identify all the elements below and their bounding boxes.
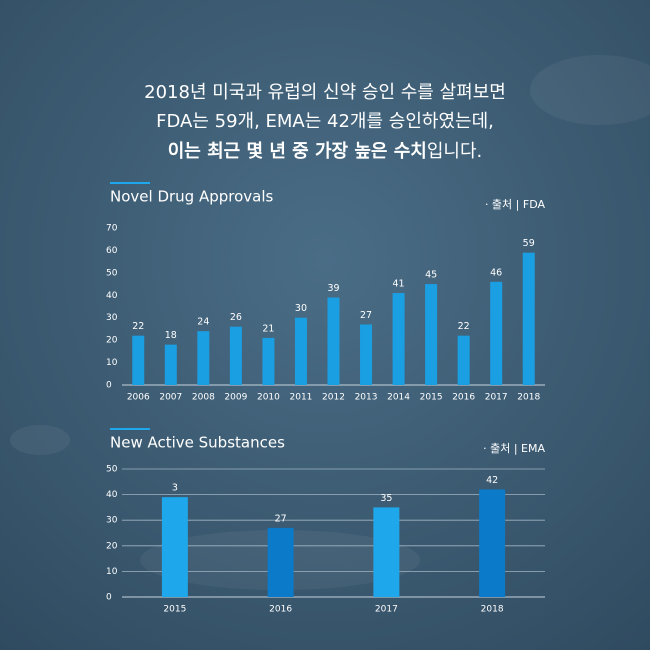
x-tick-label: 2017 xyxy=(485,393,508,403)
bar xyxy=(490,281,503,385)
y-tick-label: 10 xyxy=(106,567,118,577)
x-tick-label: 2009 xyxy=(224,393,247,403)
header-rest: 입니다. xyxy=(427,141,482,162)
value-label: 27 xyxy=(275,513,287,524)
source-label: · 출처 | EMA xyxy=(483,442,545,455)
value-label: 39 xyxy=(327,283,339,294)
decor-pill xyxy=(10,425,70,455)
y-tick-label: 50 xyxy=(106,268,118,278)
bar xyxy=(267,527,294,597)
header-line: FDA는 59개, EMA는 42개를 승인하였는데, xyxy=(156,111,494,132)
bar xyxy=(229,326,242,385)
value-label: 18 xyxy=(165,330,177,341)
value-label: 42 xyxy=(486,475,498,486)
value-label: 21 xyxy=(262,323,274,334)
value-label: 35 xyxy=(380,493,392,504)
bar xyxy=(425,284,438,385)
x-tick-label: 2016 xyxy=(452,393,475,403)
value-label: 59 xyxy=(523,238,535,249)
y-tick-label: 40 xyxy=(106,490,118,500)
x-tick-label: 2013 xyxy=(355,393,378,403)
x-tick-label: 2007 xyxy=(159,393,182,403)
x-tick-label: 2016 xyxy=(269,605,292,615)
y-tick-label: 70 xyxy=(106,224,118,234)
value-label: 24 xyxy=(197,317,209,328)
bar xyxy=(360,324,373,385)
value-label: 30 xyxy=(295,303,307,314)
bar xyxy=(457,335,470,385)
decor-capsule xyxy=(530,55,650,125)
source-label: · 출처 | FDA xyxy=(485,198,546,211)
value-label: 45 xyxy=(425,270,437,281)
x-tick-label: 2012 xyxy=(322,393,345,403)
bar xyxy=(132,335,145,385)
y-tick-label: 30 xyxy=(106,313,118,323)
bar xyxy=(373,507,400,597)
bar xyxy=(164,344,177,385)
x-tick-label: 2006 xyxy=(127,393,150,403)
x-tick-label: 2015 xyxy=(420,393,443,403)
y-tick-label: 60 xyxy=(106,246,118,256)
bar xyxy=(522,252,535,385)
x-tick-label: 2008 xyxy=(192,393,215,403)
value-label: 22 xyxy=(132,321,144,332)
header-line: 2018년 미국과 유럽의 신약 승인 수를 살펴보면 xyxy=(144,82,506,103)
y-tick-label: 40 xyxy=(106,291,118,301)
y-tick-label: 20 xyxy=(106,336,118,346)
bar xyxy=(327,297,340,385)
bar xyxy=(161,497,188,597)
y-tick-label: 10 xyxy=(106,358,118,368)
x-tick-label: 2010 xyxy=(257,393,280,403)
y-tick-label: 0 xyxy=(106,593,112,603)
bar xyxy=(262,337,275,385)
bar xyxy=(392,293,405,385)
x-tick-label: 2018 xyxy=(481,605,504,615)
header-line: 이는 최근 몇 년 중 가장 높은 수치입니다. xyxy=(168,141,483,162)
header-emphasis: 이는 최근 몇 년 중 가장 높은 수치 xyxy=(168,141,427,162)
value-label: 22 xyxy=(458,321,470,332)
x-tick-label: 2018 xyxy=(517,393,540,403)
value-label: 27 xyxy=(360,310,372,321)
y-tick-label: 0 xyxy=(106,381,112,391)
value-label: 46 xyxy=(490,267,502,278)
x-tick-label: 2011 xyxy=(290,393,313,403)
x-tick-label: 2017 xyxy=(375,605,398,615)
value-label: 41 xyxy=(393,279,405,290)
y-tick-label: 20 xyxy=(106,541,118,551)
y-tick-label: 50 xyxy=(106,465,118,475)
x-tick-label: 2015 xyxy=(163,605,186,615)
bar xyxy=(479,489,506,597)
y-tick-label: 30 xyxy=(106,516,118,526)
chart-title: Novel Drug Approvals xyxy=(110,188,274,206)
bar xyxy=(294,317,307,385)
x-tick-label: 2014 xyxy=(387,393,410,403)
chart-title: New Active Substances xyxy=(110,434,285,452)
bar xyxy=(197,331,210,385)
value-label: 3 xyxy=(172,483,178,494)
value-label: 26 xyxy=(230,312,242,323)
